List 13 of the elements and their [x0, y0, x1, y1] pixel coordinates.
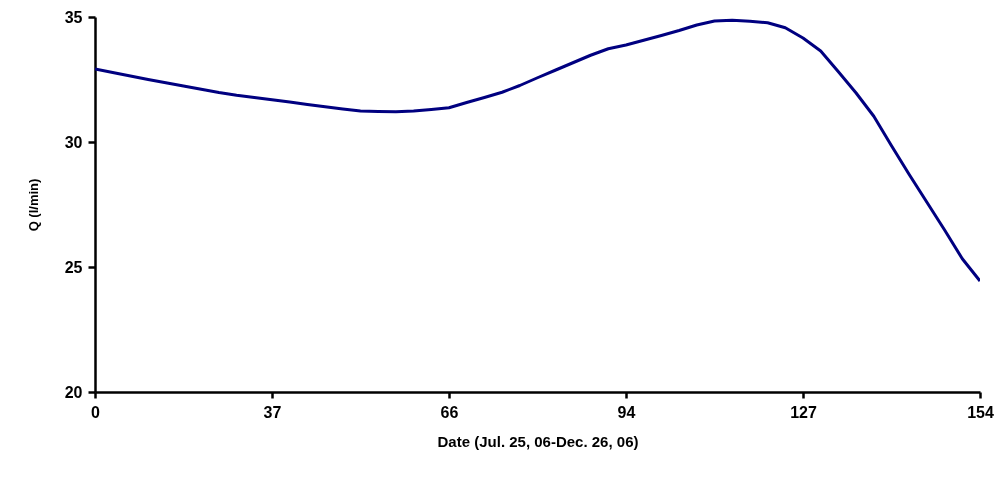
y-axis-title: Q (l/min) [25, 178, 41, 232]
y-tick-label: 20 [64, 383, 83, 401]
x-tick-label: 37 [263, 403, 282, 421]
x-axis-title: Date (Jul. 25, 06-Dec. 26, 06) [437, 432, 639, 450]
x-tick-label: 94 [617, 403, 636, 421]
y-tick-label: 35 [64, 8, 83, 26]
x-tick-label: 66 [440, 403, 459, 421]
line-series [95, 18, 980, 283]
x-tick-label: 154 [967, 403, 994, 421]
y-tick-label: 30 [64, 133, 83, 151]
y-tick-label: 25 [64, 258, 83, 276]
x-tick-label: 127 [790, 403, 817, 421]
x-tick-label: 0 [91, 403, 101, 421]
